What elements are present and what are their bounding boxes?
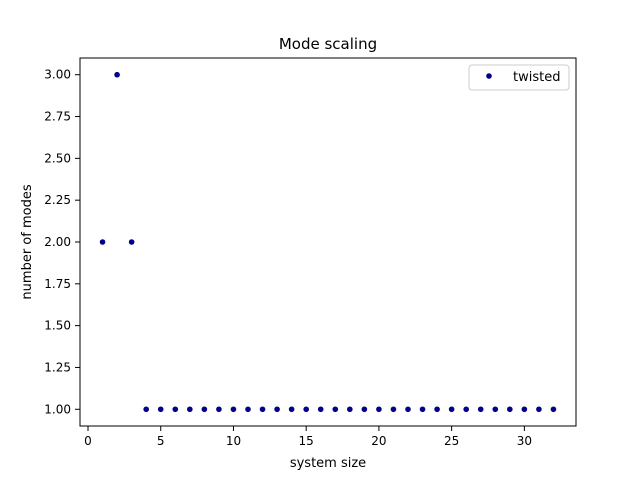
data-points	[99, 71, 557, 413]
legend-label-twisted: twisted	[513, 70, 560, 85]
data-point-twisted	[317, 406, 324, 413]
data-point-twisted	[99, 239, 106, 245]
data-point-twisted	[376, 406, 382, 413]
data-point-twisted	[187, 406, 193, 413]
x-tick-label: 30	[517, 434, 532, 448]
data-point-twisted	[143, 406, 149, 413]
legend-marker-twisted	[486, 73, 492, 79]
data-point-twisted	[303, 406, 309, 413]
data-point-twisted	[463, 406, 469, 413]
data-point-twisted	[448, 406, 455, 413]
data-point-twisted	[347, 406, 353, 413]
data-point-twisted	[390, 406, 397, 413]
data-point-twisted	[172, 406, 179, 413]
y-tick-label: 1.75	[44, 277, 71, 291]
data-point-twisted	[128, 239, 135, 245]
data-point-twisted	[492, 406, 499, 413]
legend-box	[468, 64, 570, 91]
data-point-twisted	[114, 71, 120, 78]
y-tick-label: 1.00	[44, 402, 71, 416]
data-point-twisted	[274, 406, 280, 413]
y-tick-label: 3.00	[44, 68, 71, 82]
y-tick-label: 2.75	[44, 110, 71, 124]
x-tick-label: 0	[84, 434, 92, 448]
y-tick-label: 2.25	[44, 193, 71, 207]
x-axis-label: system size	[290, 456, 366, 471]
data-point-twisted	[361, 406, 368, 413]
data-point-twisted	[507, 406, 513, 413]
data-point-twisted	[216, 406, 222, 413]
data-point-twisted	[434, 406, 440, 413]
y-axis-label: number of modes	[20, 184, 35, 299]
data-point-twisted	[245, 406, 251, 413]
data-point-twisted	[405, 406, 411, 413]
y-tick-label: 2.50	[44, 151, 71, 165]
data-point-twisted	[332, 406, 339, 413]
plot-frame	[79, 57, 577, 427]
axis-ticks: 0 5 10 15 20 25 30 1.00 1.25 1.50 1.75 2.00 2.25 2.50…	[44, 68, 532, 448]
x-tick-label: 5	[157, 434, 165, 448]
data-point-twisted	[536, 406, 542, 413]
x-tick-label: 25	[444, 434, 459, 448]
x-tick-label: 15	[299, 434, 314, 448]
legend: twisted	[468, 64, 570, 91]
chart-title: Mode scaling	[279, 35, 377, 53]
y-tick-label: 2.00	[44, 235, 71, 249]
data-point-twisted	[201, 406, 208, 413]
data-point-twisted	[521, 406, 528, 413]
y-tick-label: 1.25	[44, 360, 71, 374]
x-tick-label: 20	[371, 434, 386, 448]
x-tick-label: 10	[226, 434, 241, 448]
data-point-twisted	[259, 406, 266, 413]
data-point-twisted	[419, 406, 426, 413]
data-point-twisted	[230, 406, 237, 413]
data-point-twisted	[157, 406, 164, 413]
data-point-twisted	[477, 406, 484, 413]
data-point-twisted	[288, 406, 295, 413]
y-tick-label: 1.50	[44, 319, 71, 333]
data-point-twisted	[550, 406, 557, 413]
